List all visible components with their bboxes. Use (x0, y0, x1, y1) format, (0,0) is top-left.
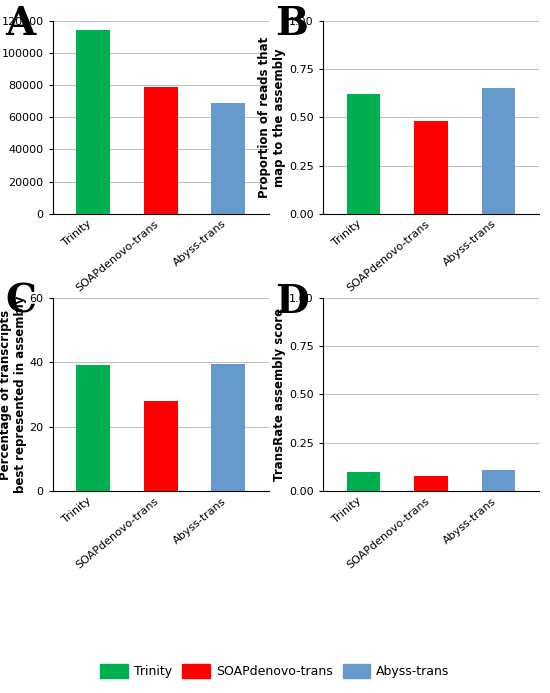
Y-axis label: TransRate assembly score: TransRate assembly score (273, 308, 287, 481)
Bar (211, 103, 245, 214)
Bar (144, 401, 178, 491)
Bar (144, 87, 178, 214)
Y-axis label: Proportion of reads that
map to the assembly: Proportion of reads that map to the asse… (258, 37, 287, 198)
Text: C: C (5, 283, 36, 320)
Bar (346, 94, 380, 214)
Bar (76, 30, 110, 214)
Legend: Trinity, SOAPdenovo-trans, Abyss-trans: Trinity, SOAPdenovo-trans, Abyss-trans (95, 659, 455, 683)
Bar (414, 475, 448, 491)
Text: B: B (276, 6, 308, 44)
Text: A: A (5, 6, 35, 44)
Bar (414, 121, 448, 214)
Bar (482, 88, 515, 214)
Bar (482, 470, 515, 491)
Bar (76, 365, 110, 491)
Bar (346, 472, 380, 491)
Bar (211, 364, 245, 491)
Y-axis label: Percentage of transcripts
best represented in assembly: Percentage of transcripts best represent… (0, 296, 27, 493)
Text: D: D (276, 283, 309, 320)
